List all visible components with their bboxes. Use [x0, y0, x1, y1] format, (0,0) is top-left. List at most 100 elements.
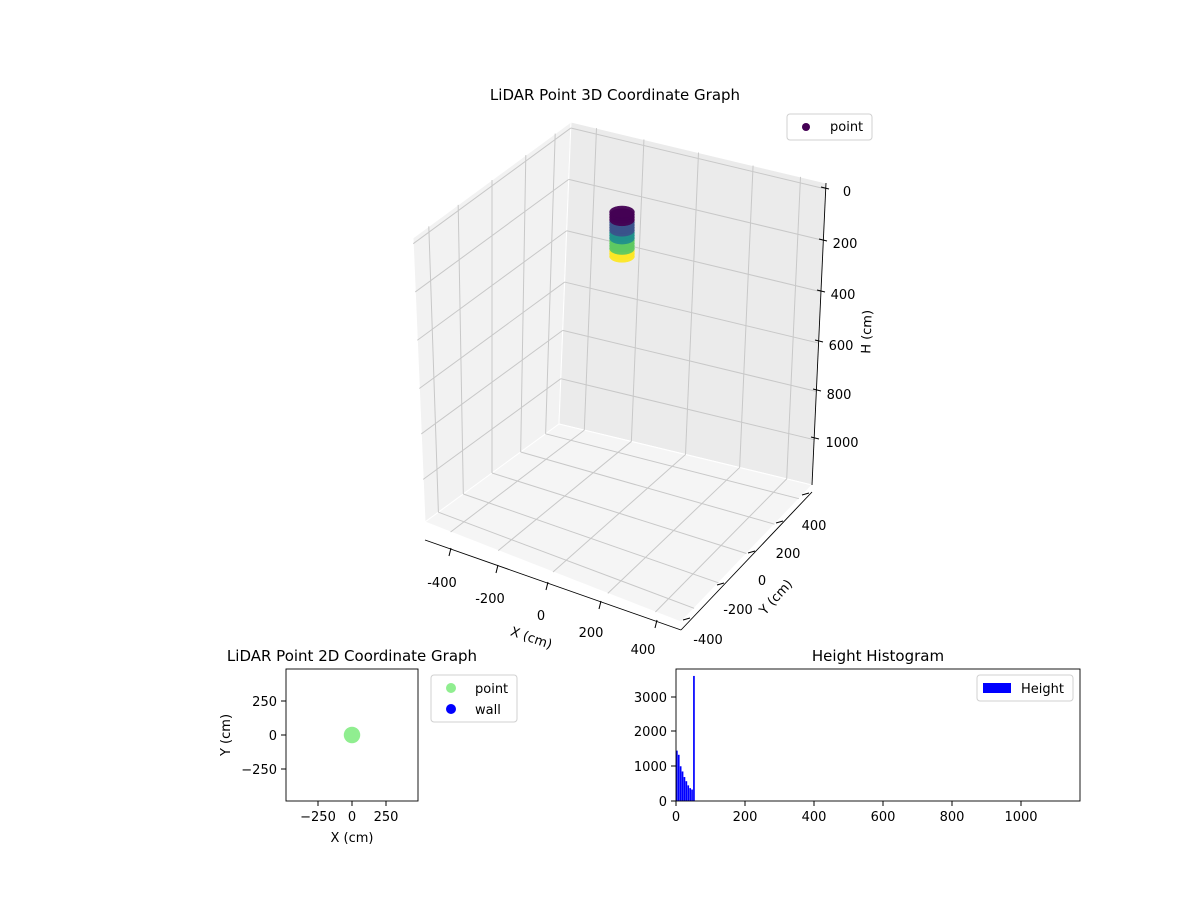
gridline: [438, 511, 695, 609]
x-tick-label: 400: [631, 643, 656, 658]
grid-3d: [412, 127, 826, 613]
histogram-bar: [677, 754, 680, 801]
histogram-bar: [676, 750, 678, 801]
gridline: [786, 176, 801, 479]
gridline: [422, 378, 562, 480]
x-tick-label: 250: [374, 810, 399, 825]
scatter-2d-points: [343, 726, 361, 744]
y-tick-label: 1000: [634, 760, 667, 775]
y-axis-label-2d: Y (cm): [219, 714, 234, 757]
x-tick-label: -400: [427, 576, 457, 591]
gridline: [568, 178, 824, 241]
z-tick-label: 1000: [825, 436, 858, 451]
legend-marker-point: [802, 123, 810, 131]
y-tick-mark: [747, 550, 756, 554]
y-tick-label: 400: [802, 519, 827, 534]
legend-label-height: Height: [1021, 682, 1064, 697]
y-tick-mark: [716, 582, 725, 586]
gridline: [420, 329, 564, 435]
y-tick-mark: [801, 492, 810, 496]
z-tick-mark: [816, 289, 826, 293]
x-tick-label: 200: [733, 810, 758, 825]
histogram-bar: [679, 766, 682, 801]
y-tick-label: 0: [758, 574, 766, 589]
plot-2d: LiDAR Point 2D Coordinate Graph −250 0 2…: [219, 647, 518, 846]
gridline: [685, 152, 699, 455]
z-tick-mark: [810, 436, 820, 440]
z-axis-label-3d: H (cm): [859, 310, 876, 354]
plot-histogram: Height Histogram 0 200 400 600 800 1000 …: [634, 647, 1081, 825]
z-tick-mark: [818, 238, 828, 242]
x-tick-label: 600: [871, 810, 896, 825]
y-tick-label: −250: [241, 763, 277, 778]
legend-3d: point: [786, 113, 873, 141]
gridline: [564, 281, 819, 344]
gridline: [414, 178, 570, 293]
plot-3d: LiDAR Point 3D Coordinate Graph -400 -20…: [412, 86, 876, 658]
legend-box: [976, 674, 1074, 702]
gridline: [417, 230, 567, 341]
x-tick-mark: [448, 547, 452, 557]
x-tick-mark: [598, 600, 602, 610]
gridline: [630, 139, 645, 442]
histogram-bar: [687, 785, 690, 801]
z-tick-mark: [814, 339, 824, 343]
plot-3d-title: LiDAR Point 3D Coordinate Graph: [490, 86, 740, 104]
gridline: [560, 378, 815, 441]
y-tick-mark: [775, 520, 784, 524]
histogram-bar: [681, 771, 684, 801]
z-tick-label: 0: [843, 185, 851, 200]
x-tick-label: −250: [300, 810, 336, 825]
x-tick-label: 0: [672, 810, 680, 825]
x-tick-mark: [495, 564, 499, 574]
gridline: [419, 281, 565, 389]
y-axis-line: [680, 491, 813, 631]
y-tick-mark: [682, 617, 691, 621]
y-tick-label: 250: [252, 695, 277, 710]
gridline: [520, 155, 527, 453]
x-axis-line: [424, 539, 682, 631]
y-tick-label: 2000: [634, 725, 667, 740]
z-tick-mark: [812, 388, 822, 392]
gridline: [428, 226, 439, 513]
z-tick-mark: [820, 186, 830, 190]
y-tick-label: 200: [776, 547, 801, 562]
gridline: [545, 133, 556, 434]
gridline: [562, 329, 817, 392]
histogram-frame: [675, 668, 1081, 802]
gridline: [491, 472, 747, 554]
legend-marker-wall: [446, 704, 456, 714]
gridline: [570, 127, 826, 190]
y-tick-label: -200: [723, 603, 753, 618]
legend-box: [786, 113, 873, 141]
legend-swatch-height: [983, 683, 1011, 693]
gridline: [583, 128, 597, 431]
histogram-bar: [693, 675, 695, 801]
gridline: [463, 493, 719, 584]
gridline: [457, 204, 464, 494]
legend-histogram: Height: [976, 674, 1074, 702]
x-tick-label: 400: [802, 810, 827, 825]
z-axis-line: [811, 182, 827, 486]
legend-2d: point wall: [430, 674, 518, 723]
z-tick-label: 600: [829, 339, 854, 354]
point-marker: [343, 726, 361, 744]
z-tick-label: 800: [827, 388, 852, 403]
point-cluster-3d: [609, 205, 635, 263]
x-tick-label: 800: [940, 810, 965, 825]
y-tick-label: 0: [659, 795, 667, 810]
y-tick-label: 0: [269, 729, 277, 744]
x-tick-label: 0: [537, 609, 545, 624]
x-tick-label: 0: [348, 810, 356, 825]
histogram-bar: [685, 781, 688, 801]
gridline: [520, 451, 775, 525]
z-ticks-3d: 0 200 400 600 800 1000 H (cm): [810, 185, 876, 451]
legend-label-point: point: [475, 682, 508, 697]
gridline: [545, 433, 800, 500]
z-tick-label: 400: [831, 288, 856, 303]
point-ring: [609, 205, 635, 219]
histogram-title: Height Histogram: [812, 647, 944, 665]
x-axis-label-3d: X (cm): [508, 625, 554, 653]
x-tick-label: 1000: [1004, 810, 1037, 825]
